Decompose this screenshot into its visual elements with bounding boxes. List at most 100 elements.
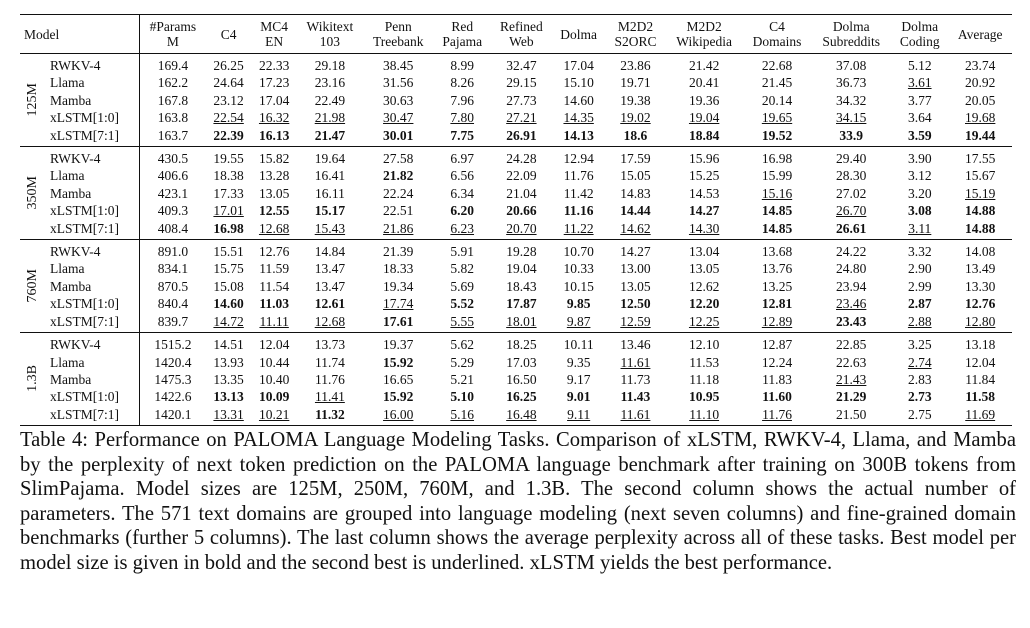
value-text: 11.32 — [315, 406, 345, 422]
value-text: 13.13 — [213, 389, 244, 405]
value-text: 15.17 — [314, 203, 346, 219]
value-text: 14.08 — [965, 244, 996, 260]
model-name: xLSTM[1:0] — [46, 202, 140, 220]
value-text: 11.54 — [259, 278, 290, 294]
value-cell: 29.15 — [491, 74, 552, 91]
value-cell: 15.19 — [948, 185, 1012, 202]
value-text: 17.59 — [620, 151, 651, 167]
value-text: 17.03 — [506, 354, 537, 370]
value-cell: 19.71 — [605, 74, 665, 91]
value-cell: 163.8 — [140, 109, 206, 126]
value-text: 14.27 — [688, 203, 720, 219]
value-cell: 27.58 — [363, 147, 434, 168]
value-text: 12.24 — [761, 354, 793, 370]
value-cell: 14.83 — [605, 185, 665, 202]
value-cell: 5.29 — [434, 354, 491, 371]
value-text: 19.64 — [314, 151, 346, 167]
value-text: 12.80 — [965, 313, 996, 329]
value-cell: 19.37 — [363, 333, 434, 354]
model-size-label: 125M — [25, 82, 41, 117]
value-text: 3.12 — [907, 168, 932, 184]
value-text: 11.59 — [259, 261, 290, 277]
value-cell: 11.22 — [552, 220, 606, 240]
value-cell: 14.53 — [666, 185, 743, 202]
value-text: 20.05 — [965, 92, 996, 108]
value-text: 409.3 — [157, 203, 189, 219]
value-text: 8.99 — [450, 58, 475, 73]
value-cell: 12.76 — [948, 295, 1012, 312]
value-text: 16.48 — [506, 406, 537, 422]
value-cell: 20.92 — [948, 74, 1012, 91]
value-cell: 12.50 — [605, 295, 665, 312]
value-text: 11.76 — [314, 371, 345, 387]
value-text: 3.11 — [908, 220, 932, 236]
table-row: Mamba 1475.3 13.35 10.40 11.76 16.65 5.21 16.50… — [20, 370, 1012, 389]
value-text: 5.55 — [450, 313, 475, 329]
table-row: 350M RWKV-4 430.5 19.55 15.82 19.64 27.58 6.97 2… — [20, 146, 1012, 209]
value-text: 11.69 — [965, 406, 996, 422]
value-cell: 20.70 — [491, 220, 552, 240]
value-cell: 34.15 — [811, 109, 891, 126]
model-size-group: 125M RWKV-4 169.4 26.25 22.33 29.18 38.45 8.99 3… — [20, 53, 1012, 147]
table-row: xLSTM[1:0] 1422.6 13.13 10.09 11.41 15.92 5.10… — [20, 388, 1012, 406]
value-cell: 13.13 — [206, 388, 252, 405]
value-text: 19.34 — [383, 278, 414, 294]
model-name: Llama — [46, 74, 140, 92]
value-text: 15.92 — [383, 389, 414, 405]
header-text: 103 — [319, 34, 341, 49]
value-cell: 9.35 — [552, 354, 606, 371]
value-cell: 167.8 — [140, 92, 206, 109]
value-text: 19.52 — [761, 127, 793, 143]
value-cell: 11.18 — [666, 371, 743, 388]
value-cell: 10.70 — [552, 240, 606, 261]
value-text: 6.56 — [450, 168, 475, 184]
value-cell: 14.85 — [743, 220, 812, 240]
value-text: 1515.2 — [154, 337, 192, 353]
value-cell: 11.73 — [605, 371, 665, 388]
value-text: 16.32 — [258, 110, 290, 126]
value-cell: 9.11 — [552, 406, 606, 426]
value-text: 16.25 — [506, 389, 537, 405]
value-cell: 21.43 — [811, 371, 891, 388]
value-text: 13.68 — [761, 244, 793, 260]
value-cell: 409.3 — [140, 202, 206, 219]
value-text: 12.81 — [761, 296, 793, 312]
value-cell: 16.32 — [251, 109, 297, 126]
value-text: 13.35 — [213, 371, 244, 387]
value-cell: 1515.2 — [140, 333, 206, 354]
value-cell: 11.32 — [297, 406, 363, 426]
value-cell: 7.75 — [434, 127, 491, 147]
value-cell: 3.77 — [891, 92, 948, 109]
value-text: 11.10 — [689, 406, 720, 422]
value-cell: 18.25 — [491, 333, 552, 354]
value-text: 14.53 — [688, 185, 720, 201]
model-name: xLSTM[7:1] — [46, 405, 140, 426]
value-text: 17.61 — [383, 313, 414, 329]
value-cell: 3.32 — [891, 240, 948, 261]
model-name: xLSTM[1:0] — [46, 295, 140, 313]
value-text: 22.24 — [383, 185, 414, 201]
value-text: 12.87 — [761, 337, 793, 353]
table-row: Llama 1420.4 13.93 10.44 11.74 15.92 5.29 17.03… — [20, 353, 1012, 371]
value-text: 30.63 — [383, 92, 414, 108]
value-cell: 16.13 — [251, 127, 297, 147]
value-cell: 2.83 — [891, 371, 948, 388]
value-text: 12.10 — [688, 337, 720, 353]
value-cell: 10.40 — [251, 371, 297, 388]
value-cell: 13.18 — [948, 333, 1012, 354]
value-cell: 6.97 — [434, 147, 491, 168]
value-cell: 15.10 — [552, 74, 606, 91]
value-text: 11.58 — [965, 389, 996, 405]
value-text: 15.19 — [965, 185, 996, 201]
table-row: 125M RWKV-4 169.4 26.25 22.33 29.18 38.45 8.99 3… — [20, 53, 1012, 116]
value-text: 14.72 — [213, 313, 244, 329]
table-caption: Table 4: Performance on PALOMA Language … — [20, 429, 1016, 574]
value-cell: 13.00 — [605, 260, 665, 277]
model-size-label: 760M — [25, 268, 41, 303]
value-cell: 13.30 — [948, 278, 1012, 295]
model-name: xLSTM[7:1] — [46, 312, 140, 333]
value-cell: 1420.4 — [140, 354, 206, 371]
value-cell: 22.49 — [297, 92, 363, 109]
value-text: 21.45 — [761, 75, 793, 91]
results-table: Model #Params M C4 MC4 EN Wikitext 103 Penn Treeb… — [20, 14, 1012, 426]
